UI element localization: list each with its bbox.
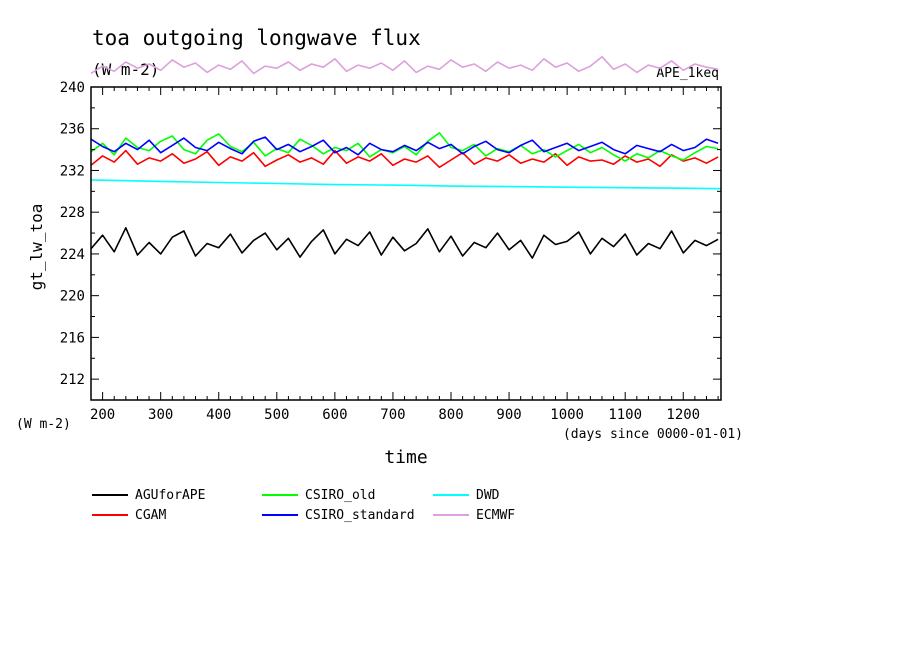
legend-item: DWD bbox=[433, 488, 500, 503]
legend-item: CSIRO_standard bbox=[262, 508, 415, 523]
y-tick-label: 212 bbox=[60, 372, 85, 388]
x-tick-label: 600 bbox=[322, 407, 347, 423]
legend-label: DWD bbox=[476, 488, 500, 503]
y-axis-label: gt_lw_toa bbox=[27, 204, 46, 291]
plot-frame bbox=[90, 86, 722, 401]
y-tick-label: 224 bbox=[60, 247, 85, 263]
y-axis-units: (W m-2) bbox=[16, 417, 71, 432]
dataset-label: APE_1keq bbox=[656, 66, 719, 81]
y-tick-label: 216 bbox=[60, 330, 85, 346]
x-tick-label: 1100 bbox=[608, 407, 642, 423]
legend-item: AGUforAPE bbox=[92, 488, 205, 503]
y-tick-label: 232 bbox=[60, 163, 85, 179]
y-tick-label: 220 bbox=[60, 289, 85, 305]
x-tick-label: 300 bbox=[148, 407, 173, 423]
series-layer bbox=[91, 132, 721, 259]
legend-item: CSIRO_old bbox=[262, 488, 375, 503]
legend: AGUforAPE CGAM CSIRO_old CSIRO_standard DWD E… bbox=[92, 488, 515, 523]
x-tick-label: 400 bbox=[206, 407, 231, 423]
x-tick-label: 200 bbox=[90, 407, 115, 423]
x-tick-label: 500 bbox=[264, 407, 289, 423]
axes-layer: 200 300 400 500 600 700 800 900 1000 1100 1200 212 2… bbox=[60, 80, 721, 423]
series-line-csiro-old bbox=[91, 132, 719, 162]
y-tick-label: 236 bbox=[60, 122, 85, 138]
series-line-aguforape bbox=[91, 227, 719, 259]
legend-label: CGAM bbox=[135, 508, 166, 523]
y-tick-label: 228 bbox=[60, 205, 85, 221]
x-tick-label: 800 bbox=[438, 407, 463, 423]
x-tick-label: 1200 bbox=[666, 407, 700, 423]
legend-label: CSIRO_standard bbox=[305, 508, 415, 523]
overflow-series-layer bbox=[90, 55, 719, 75]
chart-title: toa outgoing longwave flux bbox=[92, 26, 421, 50]
legend-item: CGAM bbox=[92, 508, 166, 523]
series-line-ecmwf bbox=[90, 55, 719, 75]
legend-item: ECMWF bbox=[433, 508, 515, 523]
chart-units: (W m-2) bbox=[92, 60, 159, 79]
series-line-dwd bbox=[91, 179, 721, 190]
x-tick-label: 700 bbox=[380, 407, 405, 423]
series-line-cgam bbox=[91, 149, 719, 169]
x-tick-label: 900 bbox=[496, 407, 521, 423]
series-line-csiro-standard bbox=[91, 136, 719, 156]
y-tick-label: 240 bbox=[60, 80, 85, 96]
legend-label: ECMWF bbox=[476, 508, 515, 523]
x-axis-label: time bbox=[384, 447, 427, 468]
x-tick-label: 1000 bbox=[550, 407, 584, 423]
legend-label: CSIRO_old bbox=[305, 488, 375, 503]
x-axis-units: (days since 0000-01-01) bbox=[563, 427, 743, 442]
legend-label: AGUforAPE bbox=[135, 488, 205, 503]
